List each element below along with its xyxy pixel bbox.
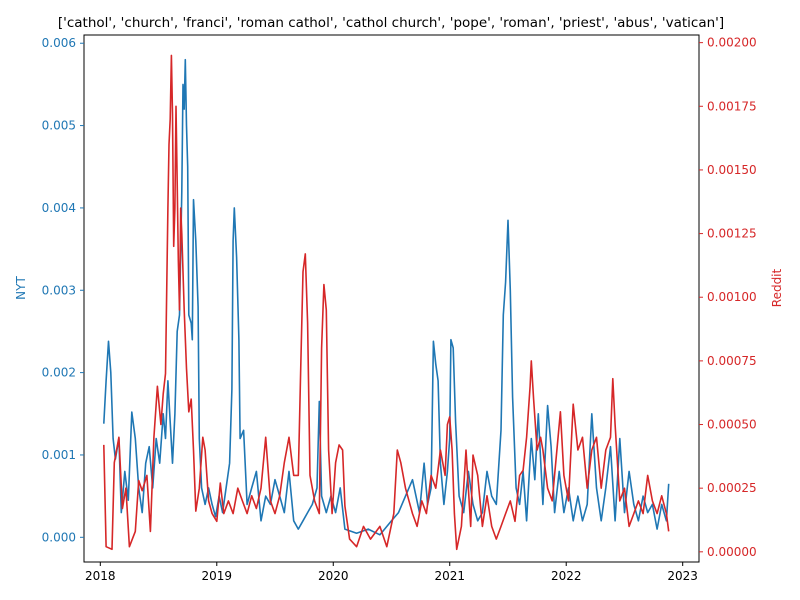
y-right-tick-label: 0.00075 [707,354,757,368]
x-tick-label: 2023 [667,569,698,583]
y-right-tick-label: 0.00100 [707,290,757,304]
y-left-tick-label: 0.000 [42,530,76,544]
y-right-tick-label: 0.00175 [707,99,757,113]
x-axis: 2018 2019 2020 2021 2022 2023 [85,562,698,583]
x-tick-label: 2022 [551,569,582,583]
plot-area-border [83,34,700,563]
plot-frame [83,34,700,563]
series-line-reddit [103,54,670,551]
y-right-tick-label: 0.00150 [707,163,757,177]
x-tick-label: 2019 [202,569,233,583]
y-left-tick-label: 0.005 [42,119,76,133]
y-axis-right: 0.00000 0.00025 0.00050 0.00075 0.00100 0.001… [699,36,757,559]
y-left-tick-label: 0.002 [42,366,76,380]
x-tick-label: 2020 [318,569,349,583]
y-axis-left: 0.000 0.001 0.002 0.003 0.004 0.005 0.006 [42,36,84,544]
y-left-tick-label: 0.006 [42,36,76,50]
y-left-tick-label: 0.001 [42,448,76,462]
y-right-tick-label: 0.00200 [707,36,757,50]
y-axis-right-label: Reddit [770,268,784,307]
y-left-tick-label: 0.003 [42,283,76,297]
y-left-tick-label: 0.004 [42,201,76,215]
y-right-tick-label: 0.00125 [707,227,757,241]
y-right-tick-label: 0.00025 [707,481,757,495]
y-right-tick-label: 0.00000 [707,545,757,559]
y-axis-left-label: NYT [14,276,28,300]
y-right-tick-label: 0.00050 [707,418,757,432]
x-tick-label: 2018 [85,569,116,583]
series-layer [103,54,670,551]
series-line-nyt [103,58,670,536]
chart-title: ['cathol', 'church', 'franci', 'roman ca… [58,15,724,31]
x-tick-label: 2021 [434,569,465,583]
